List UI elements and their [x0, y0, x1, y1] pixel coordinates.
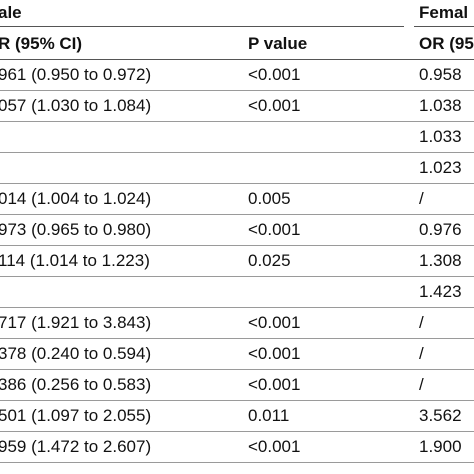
table-row: 959 (1.472 to 2.607) <0.001 1.900	[0, 432, 474, 463]
cell-male-p-value: 0.011	[248, 406, 290, 425]
cell-male-or-ci: 961 (0.950 to 0.972)	[0, 65, 152, 84]
cell-male-or-ci: 717 (1.921 to 3.843)	[0, 313, 152, 332]
female-group-rule	[414, 26, 474, 27]
table-row: 1.023	[0, 153, 474, 184]
table-row: 1.033	[0, 122, 474, 153]
cell-female-or: /	[419, 189, 424, 208]
cell-male-or-ci: 378 (0.240 to 0.594)	[0, 344, 152, 363]
cell-female-or: /	[419, 313, 424, 332]
male-group-label: ale	[0, 3, 22, 22]
table-row: 114 (1.014 to 1.223) 0.025 1.308	[0, 246, 474, 277]
column-header-row: R (95% CI) P value OR (95	[0, 28, 474, 60]
cell-female-or: 1.038	[419, 96, 462, 115]
table-row: 973 (0.965 to 0.980) <0.001 0.976	[0, 215, 474, 246]
table-row: 378 (0.240 to 0.594) <0.001 /	[0, 339, 474, 370]
table-body: 961 (0.950 to 0.972) <0.001 0.958 057 (1.03…	[0, 60, 474, 463]
cell-male-p-value: <0.001	[248, 65, 301, 84]
cell-male-or-ci: 057 (1.030 to 1.084)	[0, 96, 152, 115]
cell-female-or: /	[419, 375, 424, 394]
cell-male-p-value: <0.001	[248, 344, 301, 363]
cell-female-or: 0.976	[419, 220, 462, 239]
table-row: 501 (1.097 to 2.055) 0.011 3.562	[0, 401, 474, 432]
header-female-or-ci: OR (95	[419, 33, 474, 53]
cell-male-p-value: <0.001	[248, 437, 301, 456]
table-row: 717 (1.921 to 3.843) <0.001 /	[0, 308, 474, 339]
female-group-label: Femal	[419, 3, 469, 22]
header-male-p-value: P value	[248, 33, 308, 53]
header-male-or-ci: R (95% CI)	[0, 33, 83, 53]
cell-male-or-ci: 959 (1.472 to 2.607)	[0, 437, 152, 456]
cell-male-or-ci: 014 (1.004 to 1.024)	[0, 189, 152, 208]
cell-male-or-ci: 973 (0.965 to 0.980)	[0, 220, 152, 239]
cell-male-p-value: <0.001	[248, 96, 301, 115]
table-row: 057 (1.030 to 1.084) <0.001 1.038	[0, 91, 474, 122]
male-group-rule	[0, 26, 404, 27]
cell-female-or: 1.423	[419, 282, 462, 301]
cell-male-p-value: <0.001	[248, 375, 301, 394]
cell-male-or-ci: 114 (1.014 to 1.223)	[0, 251, 150, 270]
cell-female-or: 0.958	[419, 65, 462, 84]
cell-male-p-value: 0.025	[248, 251, 291, 270]
group-header-row: ale Femal	[0, 0, 474, 28]
cell-male-p-value: <0.001	[248, 220, 301, 239]
cell-female-or: 1.900	[419, 437, 462, 456]
cell-female-or: 1.033	[419, 127, 462, 146]
cell-male-or-ci: 386 (0.256 to 0.583)	[0, 375, 152, 394]
table-row: 961 (0.950 to 0.972) <0.001 0.958	[0, 60, 474, 91]
odds-ratio-table: ale Femal R (95% CI) P value OR (95 961 …	[0, 0, 474, 463]
cell-male-p-value: <0.001	[248, 313, 301, 332]
cell-female-or: 3.562	[419, 406, 462, 425]
table-row: 014 (1.004 to 1.024) 0.005 /	[0, 184, 474, 215]
cell-female-or: /	[419, 344, 424, 363]
table-row: 386 (0.256 to 0.583) <0.001 /	[0, 370, 474, 401]
cell-female-or: 1.023	[419, 158, 462, 177]
cell-female-or: 1.308	[419, 251, 462, 270]
cell-male-p-value: 0.005	[248, 189, 291, 208]
table-row: 1.423	[0, 277, 474, 308]
cell-male-or-ci: 501 (1.097 to 2.055)	[0, 406, 152, 425]
